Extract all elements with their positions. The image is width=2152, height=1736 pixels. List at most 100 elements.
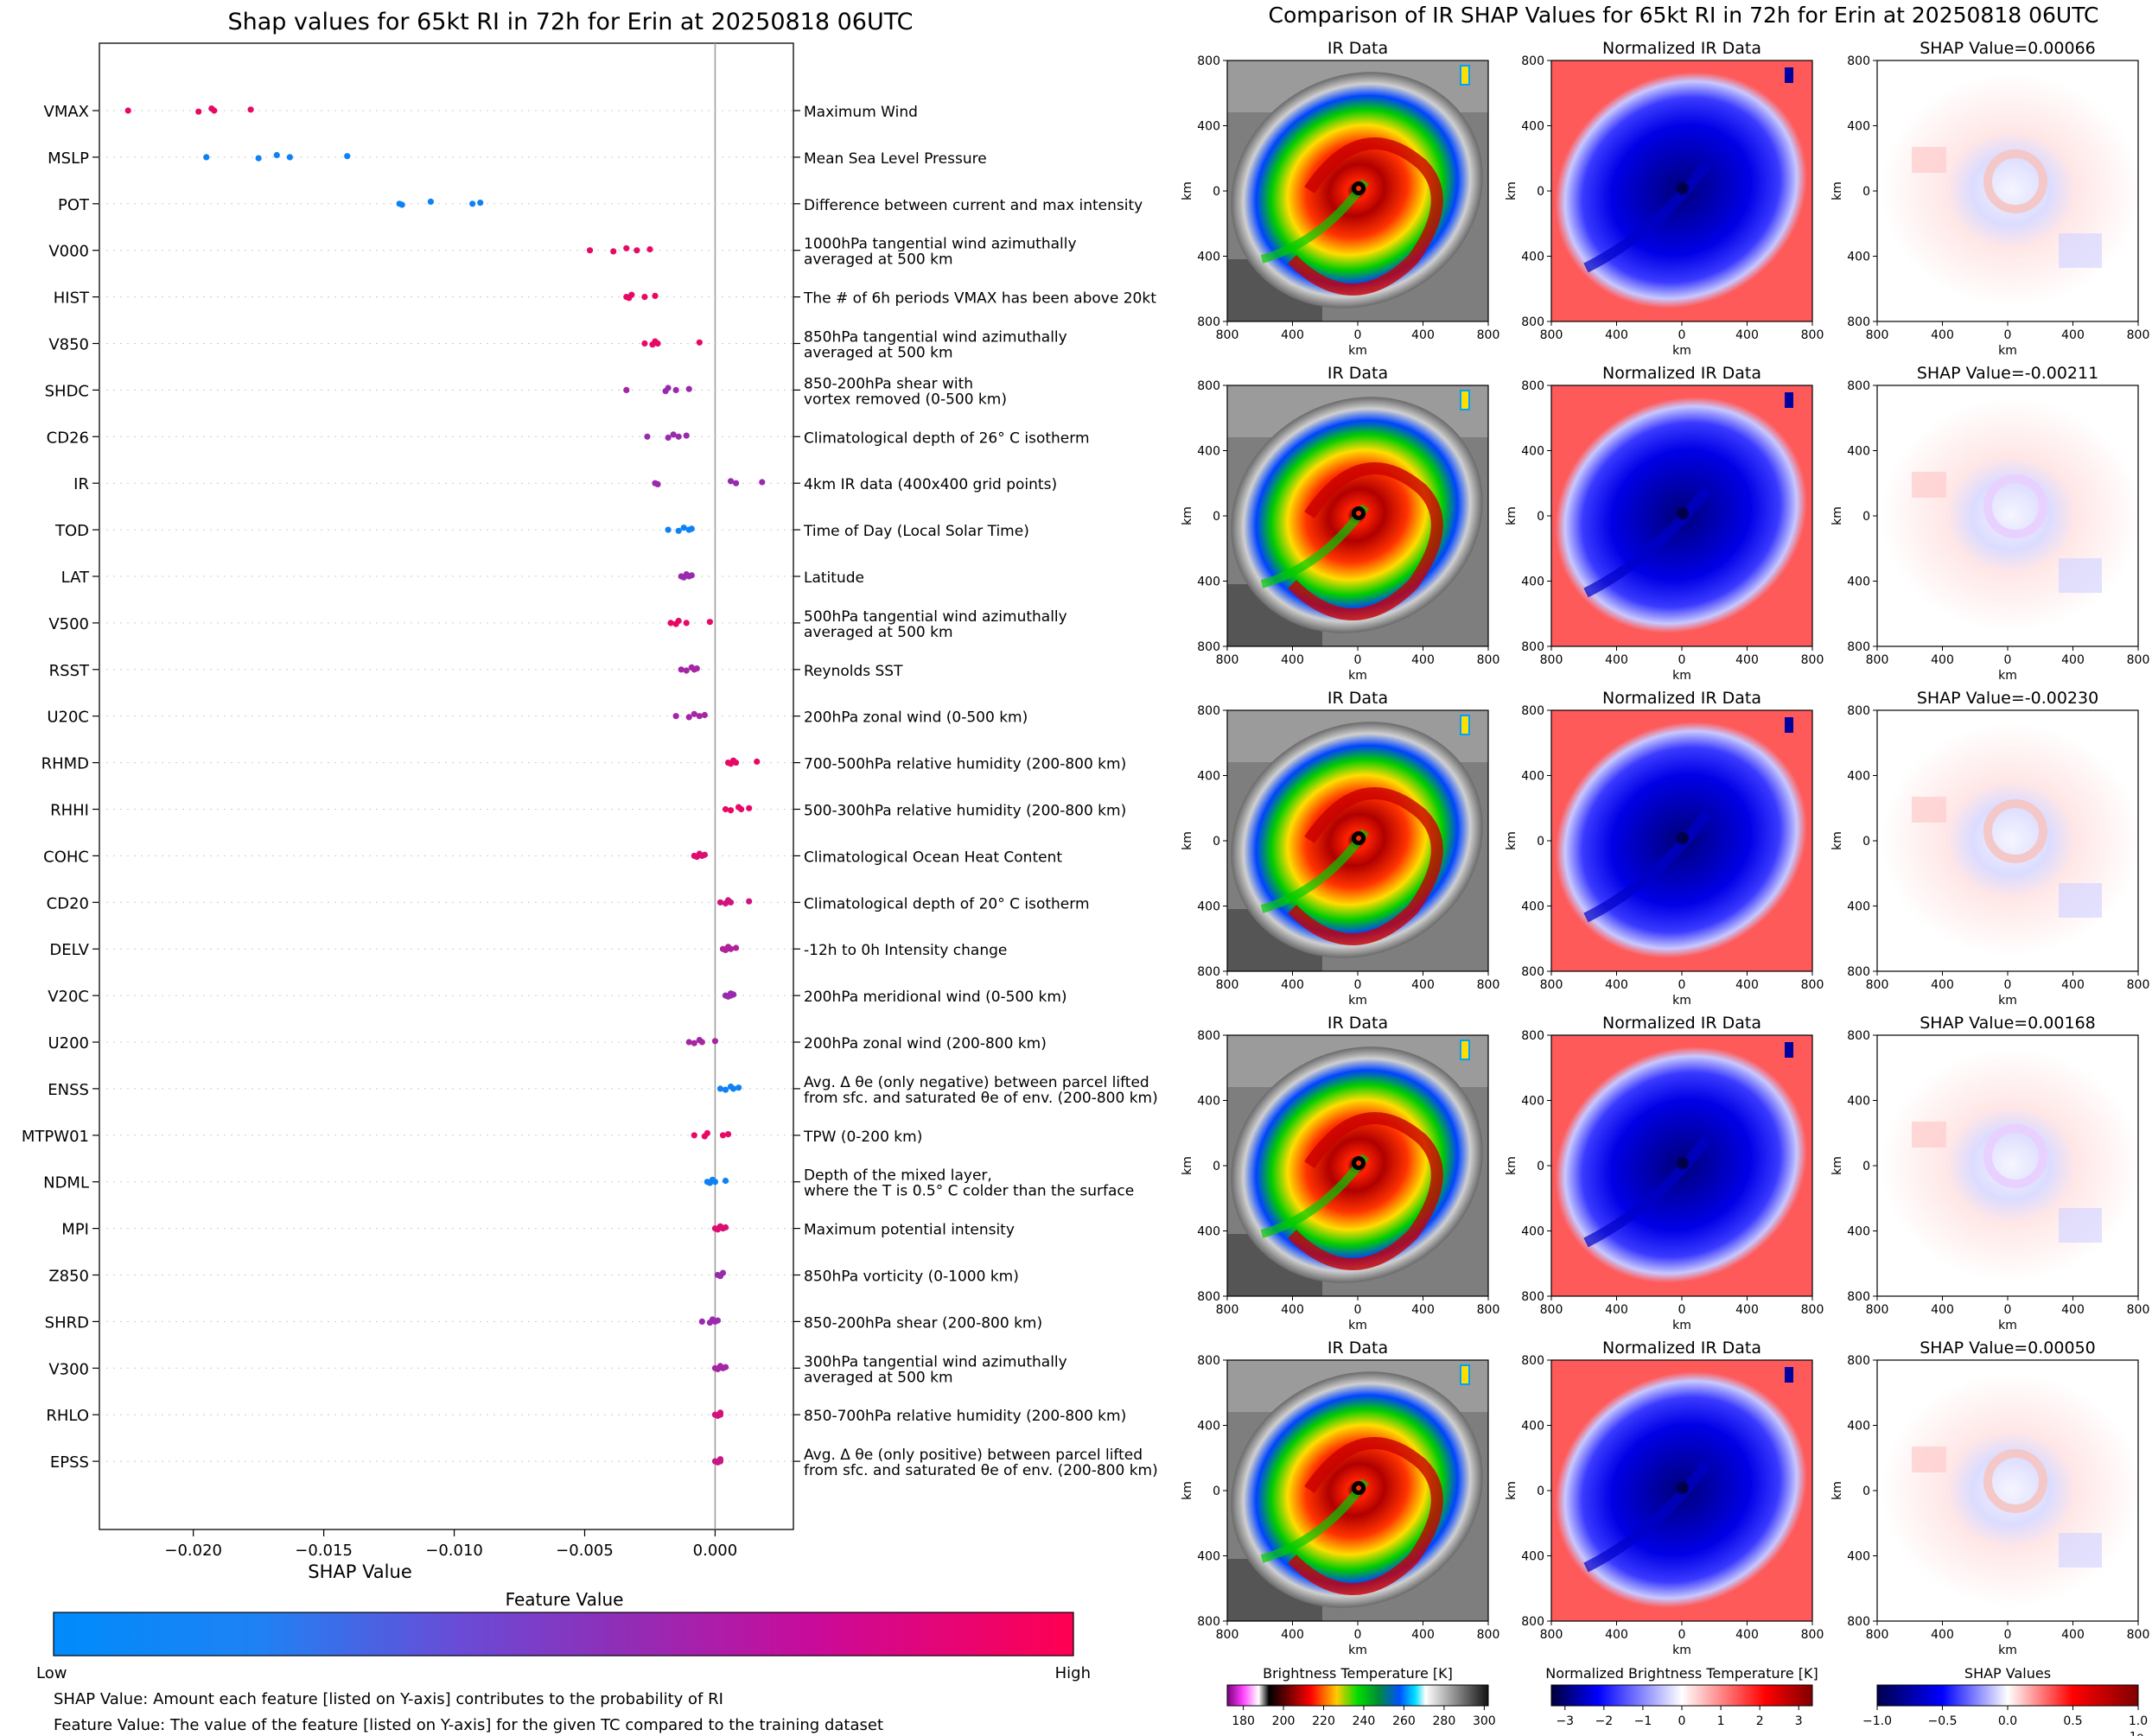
shap-point bbox=[732, 944, 740, 951]
y-tick-label: 800 bbox=[1197, 965, 1220, 979]
x-tick-label: 800 bbox=[1477, 653, 1500, 667]
normalized-ir-panel: Normalized IR Data8008004004000040040080… bbox=[1505, 1339, 1824, 1657]
x-tick-label: 800 bbox=[1216, 1628, 1239, 1642]
x-tick-label: 800 bbox=[1477, 978, 1500, 992]
x-tick-label: 0 bbox=[2004, 328, 2012, 342]
feature-description: 850hPa vorticity (0-1000 km) bbox=[804, 1269, 1019, 1286]
shap-point bbox=[727, 945, 735, 952]
feature-description: 200hPa zonal wind (0-500 km) bbox=[804, 709, 1028, 727]
shap-point bbox=[683, 620, 690, 626]
shap-ring bbox=[1983, 149, 2047, 213]
x-axis-label: km bbox=[1672, 1319, 1691, 1332]
feature-description: 300hPa tangential wind azimuthally bbox=[804, 1353, 1067, 1370]
feature-description: 200hPa zonal wind (200-800 km) bbox=[804, 1035, 1047, 1052]
y-tick-label: 400 bbox=[1197, 1420, 1220, 1434]
y-tick-label: 0 bbox=[1862, 835, 1870, 849]
shap-point bbox=[727, 899, 735, 906]
x-tick-label: 400 bbox=[1931, 653, 1954, 667]
shap-point bbox=[727, 478, 735, 485]
subplot-title: SHAP Value=-0.00230 bbox=[1917, 689, 2098, 708]
y-tick-label: 800 bbox=[1521, 640, 1544, 654]
y-tick-label: 400 bbox=[1521, 1225, 1544, 1239]
x-tick-label: −0.010 bbox=[425, 1542, 483, 1560]
feature-label: MTPW01 bbox=[22, 1128, 89, 1146]
x-tick-label: 0 bbox=[1354, 1303, 1362, 1317]
feature-label: EPSS bbox=[50, 1453, 89, 1472]
colorbar-tick-label: 1 bbox=[1717, 1714, 1725, 1728]
feature-label: U20C bbox=[47, 709, 89, 727]
feature-description: Avg. Δ θe (only positive) between parcel… bbox=[804, 1447, 1143, 1464]
y-tick-label: 0 bbox=[1537, 835, 1544, 849]
storm-eye-normalized bbox=[1677, 182, 1689, 194]
feature-description: averaged at 500 km bbox=[804, 624, 953, 641]
shap-point bbox=[719, 1132, 727, 1139]
x-axis-label: km bbox=[1348, 669, 1367, 683]
feature-label: MSLP bbox=[48, 149, 89, 168]
feature-label: TOD bbox=[54, 522, 89, 540]
storm-center-marker bbox=[1356, 186, 1361, 191]
small-convection bbox=[1460, 1364, 1470, 1385]
feature-description: Mean Sea Level Pressure bbox=[804, 150, 987, 168]
feature-description: 200hPa meridional wind (0-500 km) bbox=[804, 989, 1067, 1006]
colorbar-tick-label: −1 bbox=[1634, 1714, 1652, 1728]
shap-value-panel: SHAP Value=0.001688008004004000040040080… bbox=[1830, 1014, 2149, 1332]
shap-point bbox=[195, 108, 202, 115]
x-tick-label: 0 bbox=[1678, 1628, 1686, 1642]
colorbar-tick-label: 0.0 bbox=[1998, 1714, 2017, 1728]
x-tick-label: 400 bbox=[1411, 328, 1435, 342]
shap-point bbox=[696, 339, 703, 346]
x-tick-label: 400 bbox=[1281, 653, 1304, 667]
y-tick-label: 0 bbox=[1213, 1485, 1220, 1498]
x-tick-label: 400 bbox=[1411, 1628, 1435, 1642]
small-convection-normalized bbox=[1785, 392, 1793, 408]
y-tick-label: 800 bbox=[1847, 379, 1870, 393]
x-tick-label: 800 bbox=[1801, 1628, 1824, 1642]
shap-positive-patch bbox=[1912, 472, 1946, 498]
x-tick-label: 0 bbox=[2004, 978, 2012, 992]
subplot-title: Normalized IR Data bbox=[1602, 39, 1761, 58]
x-tick-label: 400 bbox=[1735, 1628, 1759, 1642]
shap-point bbox=[693, 665, 700, 672]
feature-label: CD20 bbox=[47, 894, 89, 913]
y-axis-label: km bbox=[1181, 831, 1194, 850]
y-tick-label: 800 bbox=[1847, 315, 1870, 329]
colorbar-high-label: High bbox=[1055, 1664, 1091, 1682]
feature-description: Maximum potential intensity bbox=[804, 1222, 1015, 1239]
x-tick-label: 800 bbox=[2127, 1628, 2150, 1642]
spiral-band bbox=[1288, 137, 1443, 296]
y-tick-label: 800 bbox=[1847, 965, 1870, 979]
x-tick-label: 400 bbox=[1735, 978, 1759, 992]
shap-point bbox=[685, 385, 692, 392]
shap-ring bbox=[1983, 1449, 2047, 1513]
note-shap-value: SHAP Value: Amount each feature [listed … bbox=[54, 1690, 723, 1708]
y-tick-label: 800 bbox=[1197, 640, 1220, 654]
spiral-band bbox=[1288, 787, 1443, 945]
colorbar-tick-label: 280 bbox=[1433, 1714, 1456, 1728]
small-convection bbox=[1460, 715, 1470, 735]
shap-field bbox=[1881, 723, 2141, 957]
colorbar-tick-label: 3 bbox=[1795, 1714, 1803, 1728]
x-axis-label: km bbox=[1998, 1644, 2017, 1657]
colorbar: Brightness Temperature [K] 180 200 220 240 26… bbox=[1226, 1665, 1496, 1728]
comparison-row: IR Data80080040040000400400800800kmkmNor… bbox=[1181, 1014, 2149, 1332]
shap-point bbox=[628, 291, 635, 298]
y-tick-label: 400 bbox=[1847, 575, 1870, 589]
shap-point bbox=[716, 1085, 724, 1092]
subplot-title: Normalized IR Data bbox=[1602, 1339, 1761, 1358]
colorbar-tick-label: −0.5 bbox=[1928, 1714, 1958, 1728]
x-tick-label: 800 bbox=[1540, 1628, 1563, 1642]
shap-point bbox=[711, 1038, 719, 1045]
feature-label: DELV bbox=[49, 941, 89, 959]
spiral-band-outer bbox=[1260, 1154, 1370, 1238]
shap-point bbox=[623, 245, 630, 251]
shap-point bbox=[344, 153, 351, 160]
spiral-band-outer bbox=[1260, 829, 1370, 913]
x-tick-label: 400 bbox=[1281, 978, 1304, 992]
feature-label: Z850 bbox=[48, 1268, 89, 1286]
y-tick-label: 800 bbox=[1521, 1290, 1544, 1304]
shap-point bbox=[714, 1317, 722, 1324]
shap-point bbox=[678, 666, 684, 673]
y-tick-label: 800 bbox=[1847, 1290, 1870, 1304]
